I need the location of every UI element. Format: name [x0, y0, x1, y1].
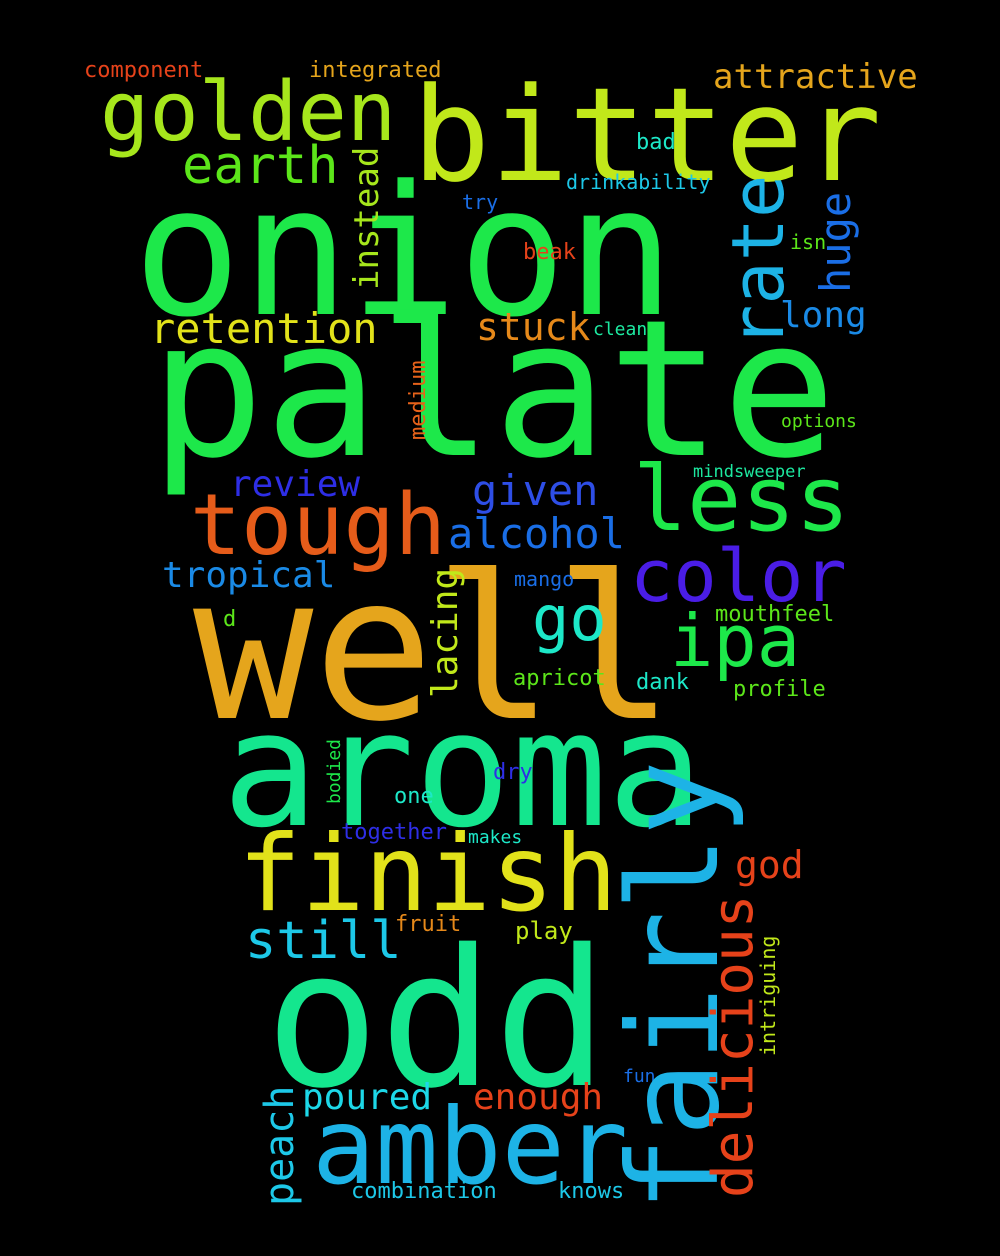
word-less: less [633, 447, 850, 552]
word-bitter: bitter [412, 59, 882, 211]
word-retention: retention [150, 304, 378, 353]
word-review: review [230, 464, 361, 505]
word-clean: clean [593, 319, 648, 340]
word-one: one [394, 784, 434, 809]
word-rate: rate [716, 174, 800, 348]
word-medium: medium [406, 360, 431, 440]
word-delicious: delicious [701, 894, 766, 1198]
word-mango: mango [514, 567, 575, 591]
word-tropical: tropical [162, 555, 336, 596]
word-component: component [84, 58, 204, 83]
word-fun: fun [623, 1066, 656, 1087]
word-given: given [472, 466, 599, 515]
word-instead: instead [347, 146, 387, 290]
word-go: go [532, 582, 607, 655]
word-huge: huge [811, 191, 860, 293]
word-onion: onion [133, 148, 675, 357]
word-amber: amber [312, 1086, 629, 1208]
word-together: together [341, 820, 447, 845]
word-enough: enough [473, 1077, 604, 1118]
word-long: long [780, 295, 867, 336]
word-odd: odd [265, 909, 609, 1130]
word-stuck: stuck [476, 305, 591, 349]
word-alcohol: alcohol [448, 509, 626, 558]
word-bad: bad [636, 130, 676, 155]
word-try: try [462, 190, 499, 214]
word-peach: peach [257, 1085, 303, 1206]
word-options: options [781, 411, 857, 432]
word-knows: knows [558, 1179, 625, 1204]
word-ipa: ipa [670, 599, 801, 683]
word-tough: tough [190, 476, 446, 575]
word-apricot: apricot [513, 666, 606, 691]
word-makes: makes [468, 827, 523, 848]
word-earth: earth [182, 136, 339, 196]
word-still: still [245, 911, 402, 971]
word-profile: profile [733, 677, 826, 702]
word-mindsweeper: mindsweeper [693, 462, 806, 482]
word-attractive: attractive [713, 57, 918, 97]
word-finish: finish [238, 813, 618, 935]
word-well: well [193, 533, 675, 766]
word-drinkability: drinkability [566, 170, 711, 194]
word-d: d [223, 607, 237, 632]
word-god: god [735, 843, 804, 887]
word-play: play [515, 917, 573, 945]
word-bodied: bodied [324, 738, 345, 804]
word-integrated: integrated [309, 58, 442, 83]
word-golden: golden [100, 65, 397, 160]
word-dry: dry [493, 760, 533, 785]
word-aroma: aroma [222, 676, 704, 863]
word-intriguing: intriguing [756, 935, 780, 1056]
word-isn: isn [790, 230, 827, 254]
word-fruit: fruit [395, 912, 462, 937]
word-poured: poured [302, 1077, 433, 1118]
word-dank: dank [636, 670, 689, 695]
word-beak: beak [523, 240, 576, 265]
word-palate: palate [150, 279, 837, 500]
word-mouthfeel: mouthfeel [715, 602, 835, 627]
word-color: color [630, 534, 847, 618]
word-lacing: lacing [425, 567, 466, 698]
word-combination: combination [351, 1179, 497, 1204]
